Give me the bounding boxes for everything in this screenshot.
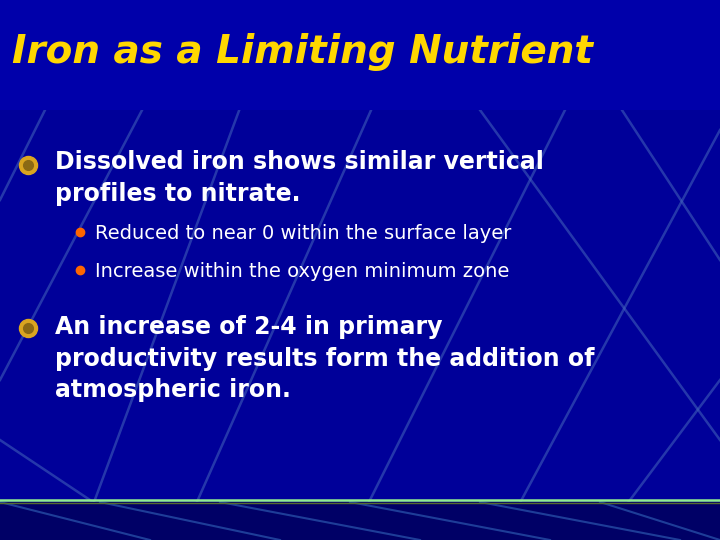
Text: Dissolved iron shows similar vertical
profiles to nitrate.: Dissolved iron shows similar vertical pr…	[55, 150, 544, 206]
FancyBboxPatch shape	[0, 502, 720, 540]
Text: Increase within the oxygen minimum zone: Increase within the oxygen minimum zone	[95, 262, 509, 281]
Text: Iron as a Limiting Nutrient: Iron as a Limiting Nutrient	[12, 33, 593, 71]
FancyBboxPatch shape	[0, 0, 720, 110]
Text: An increase of 2-4 in primary
productivity results form the addition of
atmosphe: An increase of 2-4 in primary productivi…	[55, 315, 595, 402]
Text: Reduced to near 0 within the surface layer: Reduced to near 0 within the surface lay…	[95, 224, 511, 243]
